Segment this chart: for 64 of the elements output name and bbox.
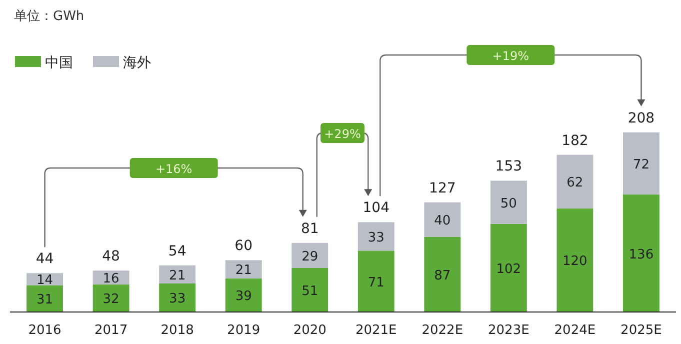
data-label: 51 [302,284,318,299]
data-label: 14 [36,273,54,288]
total-label: 48 [102,248,120,265]
x-tick-label: 2019 [227,323,260,338]
bar [225,278,262,312]
bar [26,285,64,312]
data-label: 31 [36,292,54,308]
bar [159,265,196,284]
data-label: 50 [500,196,517,212]
x-tick-label: 2020 [293,323,326,338]
x-tick-label: 2017 [94,323,128,338]
data-label: 39 [235,289,252,304]
bar [358,222,394,251]
total-label: 54 [168,243,186,260]
total-label: 127 [429,180,456,196]
x-tick-label: 2021E [355,323,397,338]
x-tick-label: 2025E [620,323,662,338]
data-label: 62 [566,176,584,191]
data-label: 16 [102,271,120,286]
data-label: 136 [628,247,654,262]
bar [622,132,660,195]
total-label: 208 [628,110,655,126]
annotation: +29% [324,127,361,141]
legend-label: 海外 [123,55,151,71]
data-label: 87 [434,268,451,284]
x-tick-label: 2024E [554,323,596,338]
bar [159,283,196,312]
x-tick-label: 2022E [422,323,464,338]
data-label: 71 [368,275,384,290]
bar [490,224,527,312]
total-label: 44 [36,251,54,268]
data-label: 120 [562,254,588,270]
legend-label: 中国 [45,55,73,71]
annotation: +16% [155,162,192,176]
data-label: 102 [496,262,522,277]
total-label: 60 [234,238,253,254]
total-label: 153 [495,158,522,175]
bar [225,260,262,278]
x-tick-label: 2016 [28,323,62,338]
data-label: 32 [102,292,120,308]
data-label: 21 [169,268,186,284]
text: +19% [492,49,530,63]
data-label: 72 [632,157,650,172]
bar [292,268,328,312]
data-label: 21 [235,263,252,278]
total-label: 81 [300,220,319,237]
data-label: 40 [434,214,451,229]
bar [556,154,594,208]
total-label: 104 [362,200,390,216]
bar [556,208,594,312]
bar [424,236,461,312]
bar [490,180,527,224]
data-label: 29 [302,249,318,264]
data-label: 33 [368,230,384,246]
data-label: 33 [169,292,186,307]
bar [292,242,328,268]
chart-title: 单位：GWh [14,9,84,24]
x-tick-label: 2023E [488,323,530,338]
bar [358,250,394,312]
total-label: 182 [562,132,588,149]
bar [424,202,461,237]
bar [92,284,130,312]
x-tick-label: 2018 [160,323,194,338]
bar [622,194,660,312]
